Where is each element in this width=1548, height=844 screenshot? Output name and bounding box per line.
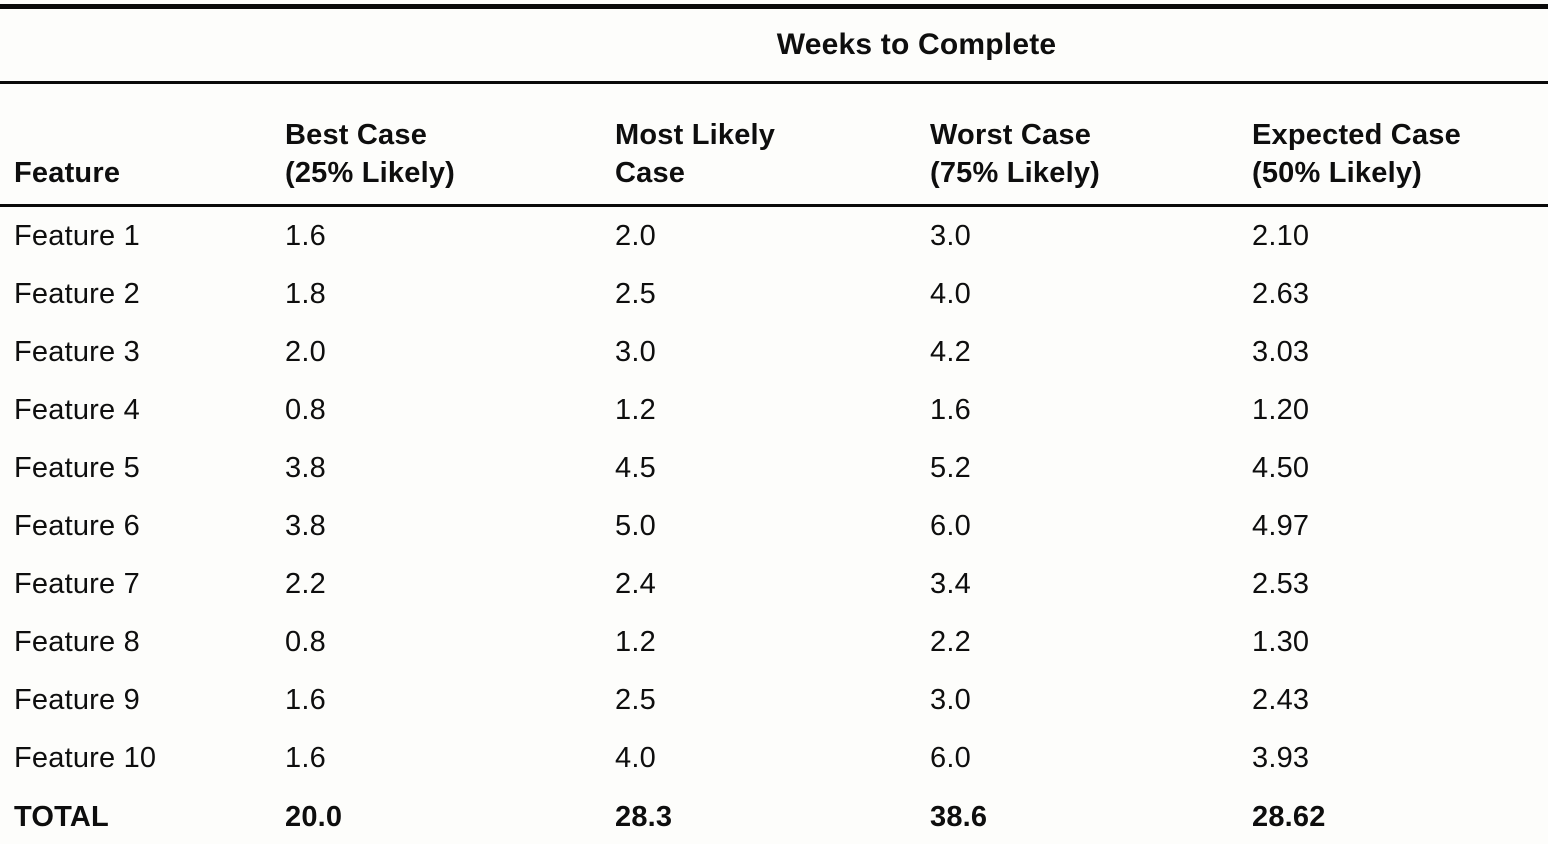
expected-cell: 2.63 [1252, 277, 1310, 310]
table-row: Feature 8 0.8 1.2 2.2 1.30 [0, 613, 1548, 671]
worst-case-cell: 3.0 [930, 219, 971, 252]
table-row: Feature 9 1.6 2.5 3.0 2.43 [0, 671, 1548, 729]
most-likely-cell: 4.0 [615, 741, 656, 774]
worst-case-cell: 4.2 [930, 335, 971, 368]
expected-cell: 3.93 [1252, 741, 1310, 774]
span-header-row: Weeks to Complete [0, 6, 1548, 84]
best-case-cell: 0.8 [285, 625, 326, 658]
most-likely-cell: 2.5 [615, 683, 656, 716]
expected-cell: 2.43 [1252, 683, 1310, 716]
feature-cell: Feature 10 [14, 741, 157, 774]
best-case-cell: 0.8 [285, 393, 326, 426]
total-expected-cell: 28.62 [1252, 800, 1326, 833]
table-span-header: Weeks to Complete [285, 6, 1548, 84]
table-row: Feature 10 1.6 4.0 6.0 3.93 [0, 729, 1548, 787]
worst-case-cell: 6.0 [930, 741, 971, 774]
table-row: Feature 3 2.0 3.0 4.2 3.03 [0, 323, 1548, 381]
expected-cell: 4.97 [1252, 509, 1310, 542]
table-row: Feature 2 1.8 2.5 4.0 2.63 [0, 265, 1548, 323]
feature-cell: Feature 4 [14, 393, 140, 426]
worst-case-cell: 5.2 [930, 451, 971, 484]
table-row: Feature 7 2.2 2.4 3.4 2.53 [0, 555, 1548, 613]
table-row: Feature 4 0.8 1.2 1.6 1.20 [0, 381, 1548, 439]
feature-cell: Feature 9 [14, 683, 140, 716]
most-likely-cell: 1.2 [615, 625, 656, 658]
total-most-likely-cell: 28.3 [615, 800, 673, 833]
feature-cell: Feature 2 [14, 277, 140, 310]
worst-case-cell: 6.0 [930, 509, 971, 542]
feature-cell: Feature 6 [14, 509, 140, 542]
column-header-row: Feature Best Case (25% Likely) Most Like… [0, 82, 1548, 207]
best-case-cell: 1.6 [285, 741, 326, 774]
best-case-cell: 3.8 [285, 509, 326, 542]
expected-cell: 4.50 [1252, 451, 1310, 484]
column-header-feature: Feature [0, 82, 285, 207]
most-likely-cell: 4.5 [615, 451, 656, 484]
most-likely-cell: 5.0 [615, 509, 656, 542]
most-likely-cell: 2.5 [615, 277, 656, 310]
estimation-table: Weeks to Complete Feature Best Case (25%… [0, 4, 1548, 844]
worst-case-cell: 2.2 [930, 625, 971, 658]
column-header-expected-case: Expected Case (50% Likely) [1252, 82, 1548, 207]
worst-case-cell: 3.0 [930, 683, 971, 716]
most-likely-cell: 1.2 [615, 393, 656, 426]
best-case-cell: 3.8 [285, 451, 326, 484]
most-likely-cell: 2.0 [615, 219, 656, 252]
most-likely-cell: 2.4 [615, 567, 656, 600]
expected-cell: 2.53 [1252, 567, 1310, 600]
expected-cell: 1.20 [1252, 393, 1310, 426]
most-likely-cell: 3.0 [615, 335, 656, 368]
feature-cell: Feature 8 [14, 625, 140, 658]
feature-cell: Feature 5 [14, 451, 140, 484]
total-best-case-cell: 20.0 [285, 800, 343, 833]
expected-cell: 3.03 [1252, 335, 1310, 368]
best-case-cell: 2.2 [285, 567, 326, 600]
best-case-cell: 1.6 [285, 683, 326, 716]
total-worst-case-cell: 38.6 [930, 800, 988, 833]
expected-cell: 2.10 [1252, 219, 1310, 252]
worst-case-cell: 3.4 [930, 567, 971, 600]
column-header-best-case: Best Case (25% Likely) [285, 82, 615, 207]
best-case-cell: 2.0 [285, 335, 326, 368]
table-row: Feature 1 1.6 2.0 3.0 2.10 [0, 206, 1548, 266]
column-header-worst-case: Worst Case (75% Likely) [930, 82, 1252, 207]
worst-case-cell: 1.6 [930, 393, 971, 426]
best-case-cell: 1.6 [285, 219, 326, 252]
total-label-cell: TOTAL [14, 800, 109, 833]
feature-cell: Feature 1 [14, 219, 140, 252]
worst-case-cell: 4.0 [930, 277, 971, 310]
table-row: Feature 6 3.8 5.0 6.0 4.97 [0, 497, 1548, 555]
total-row: TOTAL 20.0 28.3 38.6 28.62 [0, 787, 1548, 844]
expected-cell: 1.30 [1252, 625, 1310, 658]
feature-cell: Feature 3 [14, 335, 140, 368]
span-header-spacer [0, 6, 285, 84]
column-header-most-likely: Most Likely Case [615, 82, 930, 207]
feature-cell: Feature 7 [14, 567, 140, 600]
best-case-cell: 1.8 [285, 277, 326, 310]
table-row: Feature 5 3.8 4.5 5.2 4.50 [0, 439, 1548, 497]
